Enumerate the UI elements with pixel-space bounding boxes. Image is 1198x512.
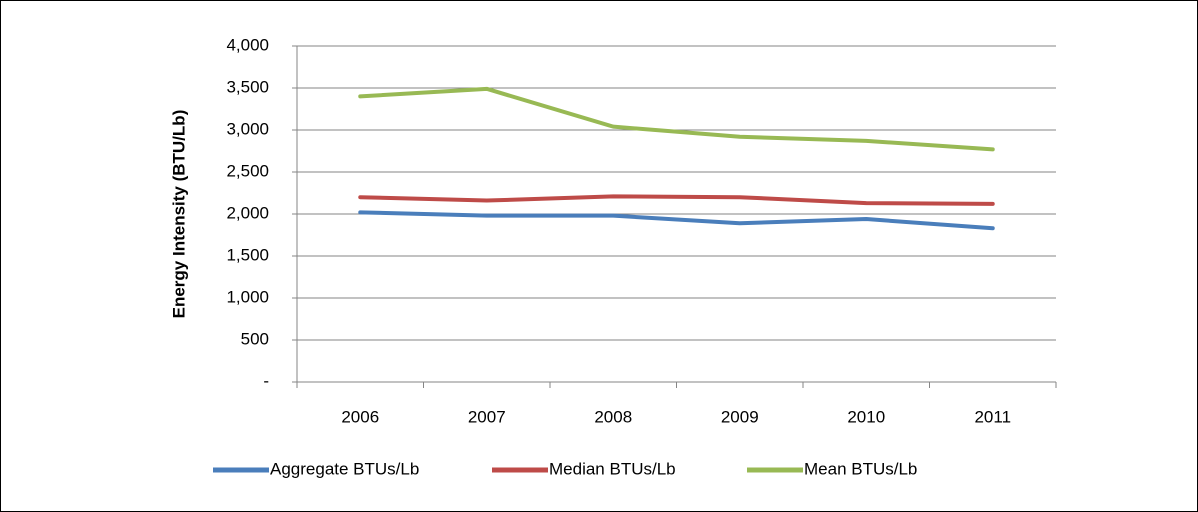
y-tick-label: 4,000 [226,35,269,54]
y-tick-label: 2,000 [226,203,269,222]
x-tick-label: 2006 [341,407,379,426]
x-tick-label: 2007 [468,407,506,426]
y-tick-label: 3,500 [226,77,269,96]
y-tick-label: 2,500 [226,161,269,180]
line-series [358,194,995,206]
y-tick-label: 1,000 [226,287,269,306]
line-series [358,86,995,152]
legend-label: Aggregate BTUs/Lb [270,459,419,478]
legend-label: Mean BTUs/Lb [804,459,917,478]
x-tick-label: 2010 [847,407,885,426]
x-tick-label: 2008 [594,407,632,426]
y-axis-title: Energy Intensity (BTU/Lb) [169,110,188,319]
y-tick-label: - [263,371,269,390]
x-tick-label: 2009 [721,407,759,426]
y-tick-label: 1,500 [226,245,269,264]
y-tick-label: 3,000 [226,119,269,138]
legend-label: Median BTUs/Lb [549,459,676,478]
x-tick-label: 2011 [974,407,1011,426]
y-tick-label: 500 [241,329,269,348]
line-series [358,210,995,231]
